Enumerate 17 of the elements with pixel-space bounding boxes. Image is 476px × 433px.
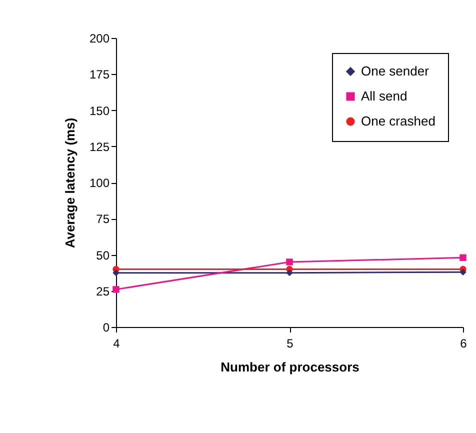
x-axis-title: Number of processors bbox=[220, 360, 360, 374]
y-tick-label: 150 bbox=[89, 104, 110, 118]
x-tick-label: 5 bbox=[286, 336, 294, 350]
y-tick-label: 125 bbox=[89, 140, 110, 154]
y-tick-label: 100 bbox=[89, 176, 110, 190]
legend-label: All send bbox=[361, 88, 408, 104]
y-axis-title: Average latency (ms) bbox=[62, 118, 78, 248]
y-tick-label: 75 bbox=[96, 212, 110, 226]
x-tick-label: 6 bbox=[460, 336, 468, 350]
y-tick-label: 25 bbox=[96, 284, 110, 298]
x-tick-label: 4 bbox=[113, 336, 120, 350]
legend-label: One sender bbox=[361, 64, 430, 78]
y-tick-label: 175 bbox=[89, 68, 110, 82]
legend-label: One crashed bbox=[361, 114, 436, 128]
y-tick-label: 200 bbox=[89, 32, 110, 46]
y-tick-label: 50 bbox=[96, 248, 110, 262]
y-tick-label: 0 bbox=[102, 320, 110, 334]
